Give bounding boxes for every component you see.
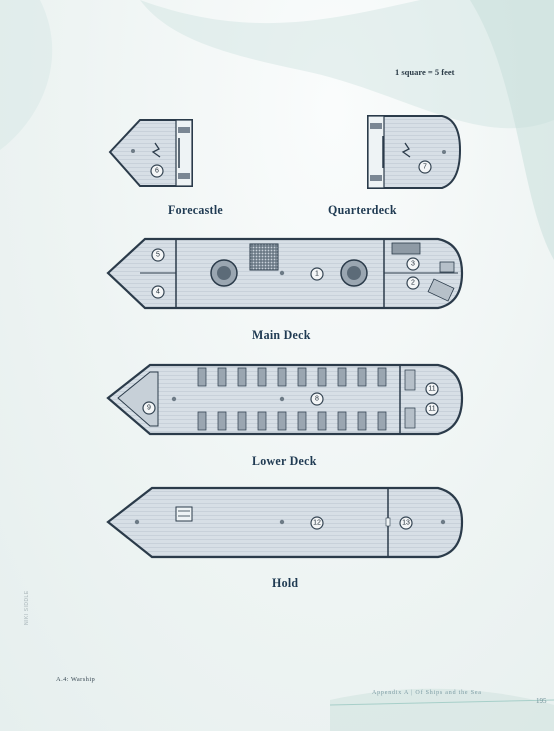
quarterdeck-plan bbox=[367, 115, 462, 189]
area-12-marker: 12 bbox=[310, 516, 324, 530]
area-2-marker: 2 bbox=[406, 276, 420, 290]
area-9-label: 9 bbox=[147, 405, 151, 412]
area-8-marker: 8 bbox=[310, 392, 324, 406]
hold-plan bbox=[106, 486, 464, 559]
area-11-marker-upper: 11 bbox=[425, 382, 439, 396]
area-12-label: 12 bbox=[313, 520, 321, 527]
area-13-label: 13 bbox=[402, 520, 410, 527]
main-deck-plan bbox=[106, 237, 464, 310]
area-1-label: 1 bbox=[315, 271, 319, 278]
area-7-label: 7 bbox=[423, 164, 427, 171]
quarterdeck-title: Quarterdeck bbox=[328, 202, 397, 217]
area-2-label: 2 bbox=[411, 280, 415, 287]
area-8-label: 8 bbox=[315, 396, 319, 403]
footer-section-label: A.4: Warship bbox=[56, 676, 96, 683]
scale-note: 1 square = 5 feet bbox=[395, 67, 455, 77]
area-1-marker: 1 bbox=[310, 267, 324, 281]
area-11-label-lower: 11 bbox=[428, 406, 435, 413]
area-5-marker: 5 bbox=[151, 248, 165, 262]
area-13-marker: 13 bbox=[399, 516, 413, 530]
area-6-label: 6 bbox=[155, 168, 159, 175]
area-3-label: 3 bbox=[411, 261, 415, 268]
forecastle-title: Forecastle bbox=[168, 202, 224, 217]
hammock-rows bbox=[197, 367, 387, 431]
area-4-marker: 4 bbox=[151, 285, 165, 299]
area-7-marker: 7 bbox=[418, 160, 432, 174]
lower-deck-plan bbox=[106, 363, 464, 436]
area-3-marker: 3 bbox=[406, 257, 420, 271]
hold-title: Hold bbox=[272, 575, 299, 590]
area-6-marker: 6 bbox=[150, 164, 164, 178]
area-5-label: 5 bbox=[156, 252, 160, 259]
area-4-label: 4 bbox=[156, 289, 160, 296]
main-deck-title: Main Deck bbox=[252, 327, 311, 342]
lower-deck-title: Lower Deck bbox=[252, 453, 317, 468]
area-11-label-upper: 11 bbox=[428, 386, 435, 393]
footer-running-head: Appendix A | Of Ships and the Sea bbox=[372, 690, 482, 696]
area-11-marker-lower: 11 bbox=[425, 402, 439, 416]
forecastle-plan bbox=[108, 119, 193, 187]
artist-credit: NIKI SIDDLE bbox=[24, 590, 30, 625]
area-9-marker: 9 bbox=[142, 401, 156, 415]
page-number: 195 bbox=[536, 697, 547, 705]
